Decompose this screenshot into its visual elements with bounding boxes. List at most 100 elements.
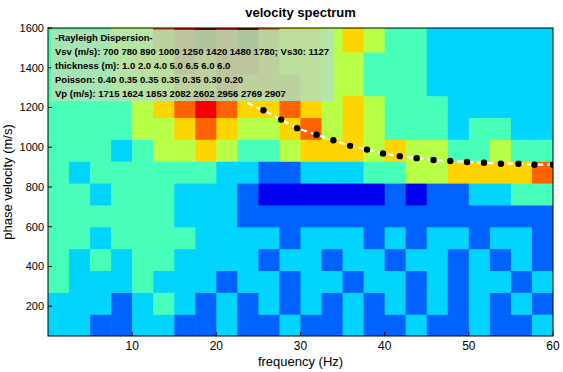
heatmap-cell xyxy=(448,205,470,227)
dispersion-point xyxy=(413,155,419,161)
heatmap-cell xyxy=(216,292,238,314)
heatmap-cell xyxy=(279,270,301,292)
y-tick-label: 800 xyxy=(26,181,44,193)
heatmap-cell xyxy=(279,183,301,205)
heatmap-cell xyxy=(195,270,217,292)
heatmap-cell xyxy=(448,183,470,205)
x-tick xyxy=(384,332,385,336)
heatmap-cell xyxy=(490,227,512,249)
heatmap-cell xyxy=(301,249,323,271)
x-tick xyxy=(132,332,133,336)
heatmap-cell xyxy=(69,139,91,161)
heatmap-cell xyxy=(490,249,512,271)
dispersion-point xyxy=(481,160,487,166)
heatmap-cell xyxy=(343,227,365,249)
heatmap-cell xyxy=(469,161,491,183)
heatmap-cell xyxy=(364,249,386,271)
dispersion-point xyxy=(260,107,266,113)
heatmap-cell xyxy=(132,227,154,249)
heatmap-cell xyxy=(469,74,491,96)
heatmap-cell xyxy=(532,292,553,314)
heatmap-cell xyxy=(532,28,553,52)
plot-frame xyxy=(48,28,553,336)
heatmap-cell xyxy=(385,183,407,205)
heatmap-cell xyxy=(69,249,91,271)
heatmap-cell xyxy=(90,292,112,314)
dispersion-point xyxy=(464,159,470,165)
heatmap-cell xyxy=(469,183,491,205)
heatmap-cell xyxy=(111,249,133,271)
heatmap-cell xyxy=(469,96,491,118)
heatmap-cell xyxy=(532,52,553,74)
heatmap-cell xyxy=(469,52,491,74)
heatmap-cell xyxy=(258,314,280,336)
heatmap-cell xyxy=(216,161,238,183)
heatmap-cell xyxy=(258,183,280,205)
heatmap-cell xyxy=(174,117,196,139)
heatmap-cell xyxy=(406,270,428,292)
heatmap-cell xyxy=(111,139,133,161)
annotation-background xyxy=(51,30,334,101)
heatmap-cell xyxy=(364,117,386,139)
heatmap-cell xyxy=(153,183,175,205)
annotation-text: thickness (m): 1.0 2.0 4.0 5.0 6.5 6.0 6… xyxy=(55,60,230,71)
heatmap-cell xyxy=(174,139,196,161)
heatmap-cell xyxy=(111,227,133,249)
chart: 1020304050602004006008001000120014001600… xyxy=(0,0,563,372)
heatmap-cell xyxy=(69,183,91,205)
heatmap-cell xyxy=(258,117,280,139)
heatmap-cell xyxy=(322,249,344,271)
heatmap-cell xyxy=(427,292,449,314)
heatmap-cell xyxy=(406,28,428,52)
heatmap-cell xyxy=(301,161,323,183)
heatmap-cell xyxy=(364,74,386,96)
heatmap-cell xyxy=(511,52,533,74)
heatmap-cell xyxy=(322,227,344,249)
heatmap-cell xyxy=(237,205,259,227)
heatmap-cell xyxy=(153,205,175,227)
heatmap-cell xyxy=(511,74,533,96)
heatmap-cell xyxy=(385,28,407,52)
heatmap-cell xyxy=(364,227,386,249)
y-tick xyxy=(48,107,52,108)
heatmap-cell xyxy=(406,52,428,74)
heatmap-cell xyxy=(448,270,470,292)
heatmap-cell xyxy=(427,314,449,336)
heatmap-cell xyxy=(258,161,280,183)
heatmap-cell xyxy=(322,183,344,205)
heatmap-cell xyxy=(364,139,386,161)
heatmap-cell xyxy=(343,249,365,271)
annotation-text: Vsv (m/s): 700 780 890 1000 1250 1420 14… xyxy=(55,46,329,57)
heatmap-cell xyxy=(364,205,386,227)
heatmap-cell xyxy=(364,52,386,74)
heatmap-cell xyxy=(90,205,112,227)
heatmap-cell xyxy=(90,161,112,183)
heatmap-cell xyxy=(322,292,344,314)
x-tick-label: 10 xyxy=(125,339,139,353)
heatmap-cell xyxy=(174,161,196,183)
dispersion-point xyxy=(364,146,370,152)
heatmap-cell xyxy=(301,314,323,336)
heatmap-cell xyxy=(322,314,344,336)
heatmap-cell xyxy=(532,314,553,336)
heatmap-cell xyxy=(406,117,428,139)
heatmap-cell xyxy=(511,139,533,161)
heatmap-cell xyxy=(490,205,512,227)
heatmap-cell xyxy=(448,227,470,249)
heatmap-cell xyxy=(427,205,449,227)
heatmap-cell xyxy=(343,28,365,52)
heatmap-cell xyxy=(48,183,70,205)
heatmap-cell xyxy=(511,292,533,314)
heatmap-cell xyxy=(195,292,217,314)
heatmap-cell xyxy=(385,74,407,96)
heatmap-cell xyxy=(490,117,512,139)
heatmap-cell xyxy=(279,292,301,314)
heatmap-cell xyxy=(174,205,196,227)
heatmap-cell xyxy=(195,205,217,227)
heatmap-cell xyxy=(469,117,491,139)
dispersion-point xyxy=(313,132,319,138)
heatmap-cell xyxy=(385,292,407,314)
heatmap-cell xyxy=(48,270,70,292)
heatmap-cell xyxy=(448,96,470,118)
heatmap-cell xyxy=(490,292,512,314)
